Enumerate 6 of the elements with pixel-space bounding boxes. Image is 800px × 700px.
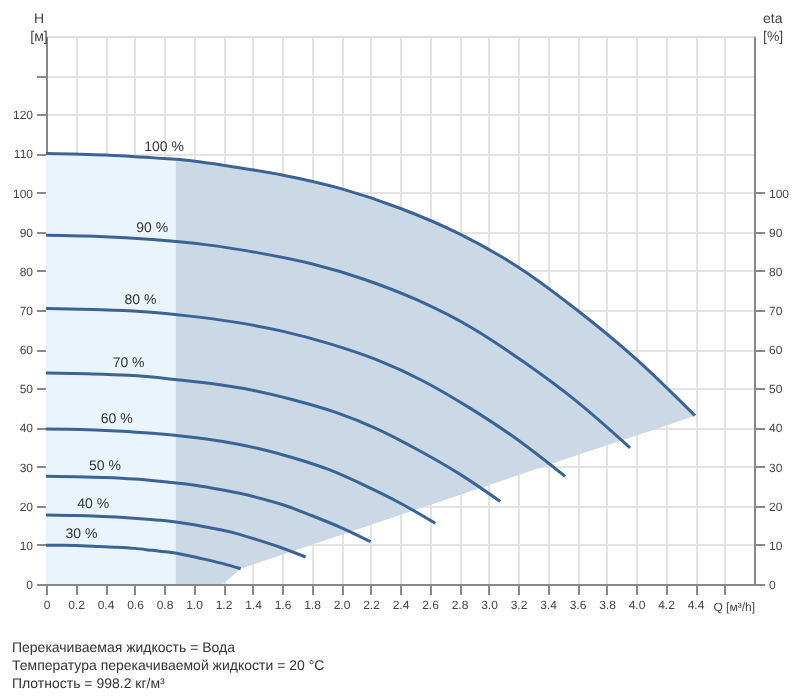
line-series — [44, 543, 243, 571]
line-series — [44, 513, 308, 559]
line-series — [44, 474, 372, 544]
line-series — [44, 306, 567, 478]
line-series — [44, 427, 437, 525]
line-series — [44, 233, 632, 450]
